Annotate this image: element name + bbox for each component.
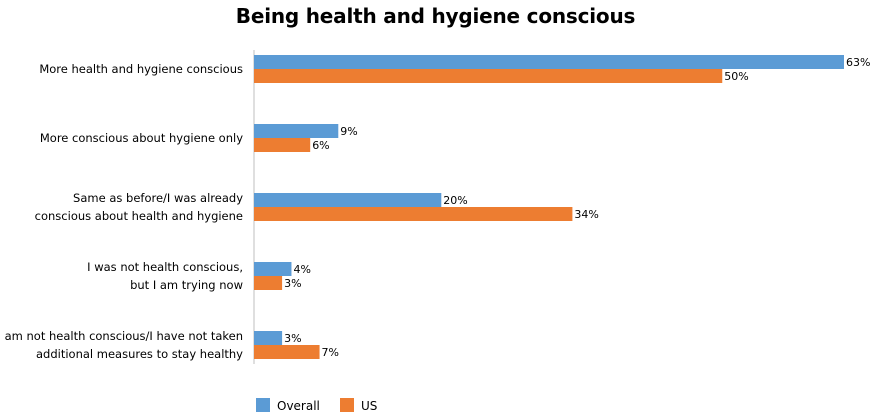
data-label: 9% (340, 125, 357, 138)
data-label: 3% (284, 332, 301, 345)
category-label: but I am trying now (130, 278, 243, 292)
chart-title: Being health and hygiene conscious (235, 4, 636, 28)
legend-label: Overall (277, 399, 320, 413)
data-label: 7% (322, 346, 339, 359)
data-label: 50% (724, 70, 748, 83)
category-label: I am not health conscious/I have not tak… (0, 329, 243, 343)
bar-overall (254, 55, 844, 69)
category-label: More health and hygiene conscious (39, 62, 243, 76)
bar-overall (254, 331, 283, 345)
category-label: More conscious about hygiene only (40, 131, 243, 145)
data-label: 34% (574, 208, 598, 221)
data-label: 6% (312, 139, 329, 152)
bar-us (254, 276, 283, 290)
legend-label: US (361, 399, 377, 413)
bar-overall (254, 262, 292, 276)
category-label: I was not health conscious, (87, 260, 243, 274)
bar-us (254, 138, 311, 152)
data-label: 3% (284, 277, 301, 290)
data-label: 20% (443, 194, 467, 207)
data-label: 63% (846, 56, 870, 69)
category-label: Same as before/I was already (73, 191, 243, 205)
bar-us (254, 345, 320, 359)
category-label: conscious about health and hygiene (35, 209, 243, 223)
bar-us (254, 69, 723, 83)
legend-swatch-overall (256, 398, 270, 412)
data-label: 4% (293, 263, 310, 276)
category-label: additional measures to stay healthy (36, 347, 243, 361)
bar-us (254, 207, 573, 221)
legend-swatch-us (340, 398, 354, 412)
bar-overall (254, 193, 442, 207)
bar-overall (254, 124, 339, 138)
